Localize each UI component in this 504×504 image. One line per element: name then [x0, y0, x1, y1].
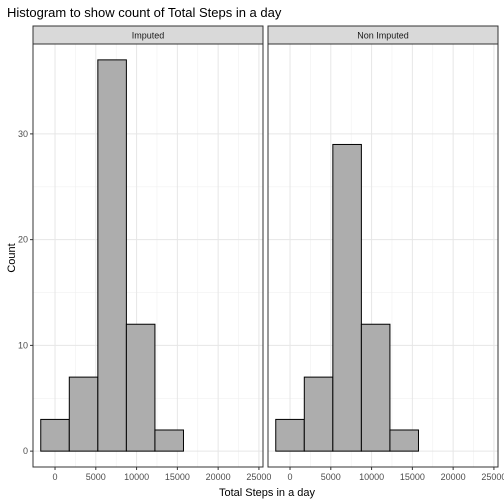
y-tick-label: 0 [23, 446, 28, 456]
histogram-bar [97, 59, 127, 452]
facet-strip-label: Imputed [132, 31, 165, 41]
x-tick-label: 25000 [246, 472, 271, 482]
y-tick-label: 20 [18, 235, 28, 245]
panel-border [32, 43, 264, 468]
histogram-bar [40, 418, 70, 452]
histogram-bar [360, 323, 391, 452]
chart-title: Histogram to show count of Total Steps i… [7, 5, 282, 20]
x-tick-label: 15000 [400, 472, 425, 482]
x-axis-title: Total Steps in a day [219, 487, 316, 499]
facet-panel: Non Imputed 0 5000 10000 15000 20000 25000 [267, 25, 504, 482]
y-tick-label: 10 [18, 340, 28, 350]
x-tick-label: 5000 [321, 472, 341, 482]
histogram-bar [389, 429, 419, 452]
facet-panels: Imputed 0 5000 10000 15000 20000 25000 0 10 20 30 N… [18, 25, 504, 482]
x-tick-label: 15000 [165, 472, 190, 482]
x-tick-label: 20000 [441, 472, 466, 482]
x-tick-label: 10000 [359, 472, 384, 482]
histogram-bar [125, 323, 156, 452]
x-tick-label: 10000 [124, 472, 149, 482]
x-tick-label: 0 [288, 472, 293, 482]
histogram-bar [275, 418, 305, 452]
histogram-bar [332, 143, 362, 452]
y-tick-label: 30 [18, 129, 28, 139]
histogram-bar [68, 376, 99, 452]
facet-panel: Imputed 0 5000 10000 15000 20000 25000 0 10 20 30 [18, 25, 271, 482]
facet-strip-label: Non Imputed [357, 31, 409, 41]
x-tick-label: 5000 [86, 472, 106, 482]
histogram-bar [303, 376, 334, 452]
panel-border [267, 43, 499, 468]
x-tick-label: 20000 [206, 472, 231, 482]
x-tick-label: 0 [53, 472, 58, 482]
x-tick-label: 25000 [481, 472, 504, 482]
histogram-bar [154, 429, 184, 452]
y-axis-title: Count [6, 243, 18, 272]
